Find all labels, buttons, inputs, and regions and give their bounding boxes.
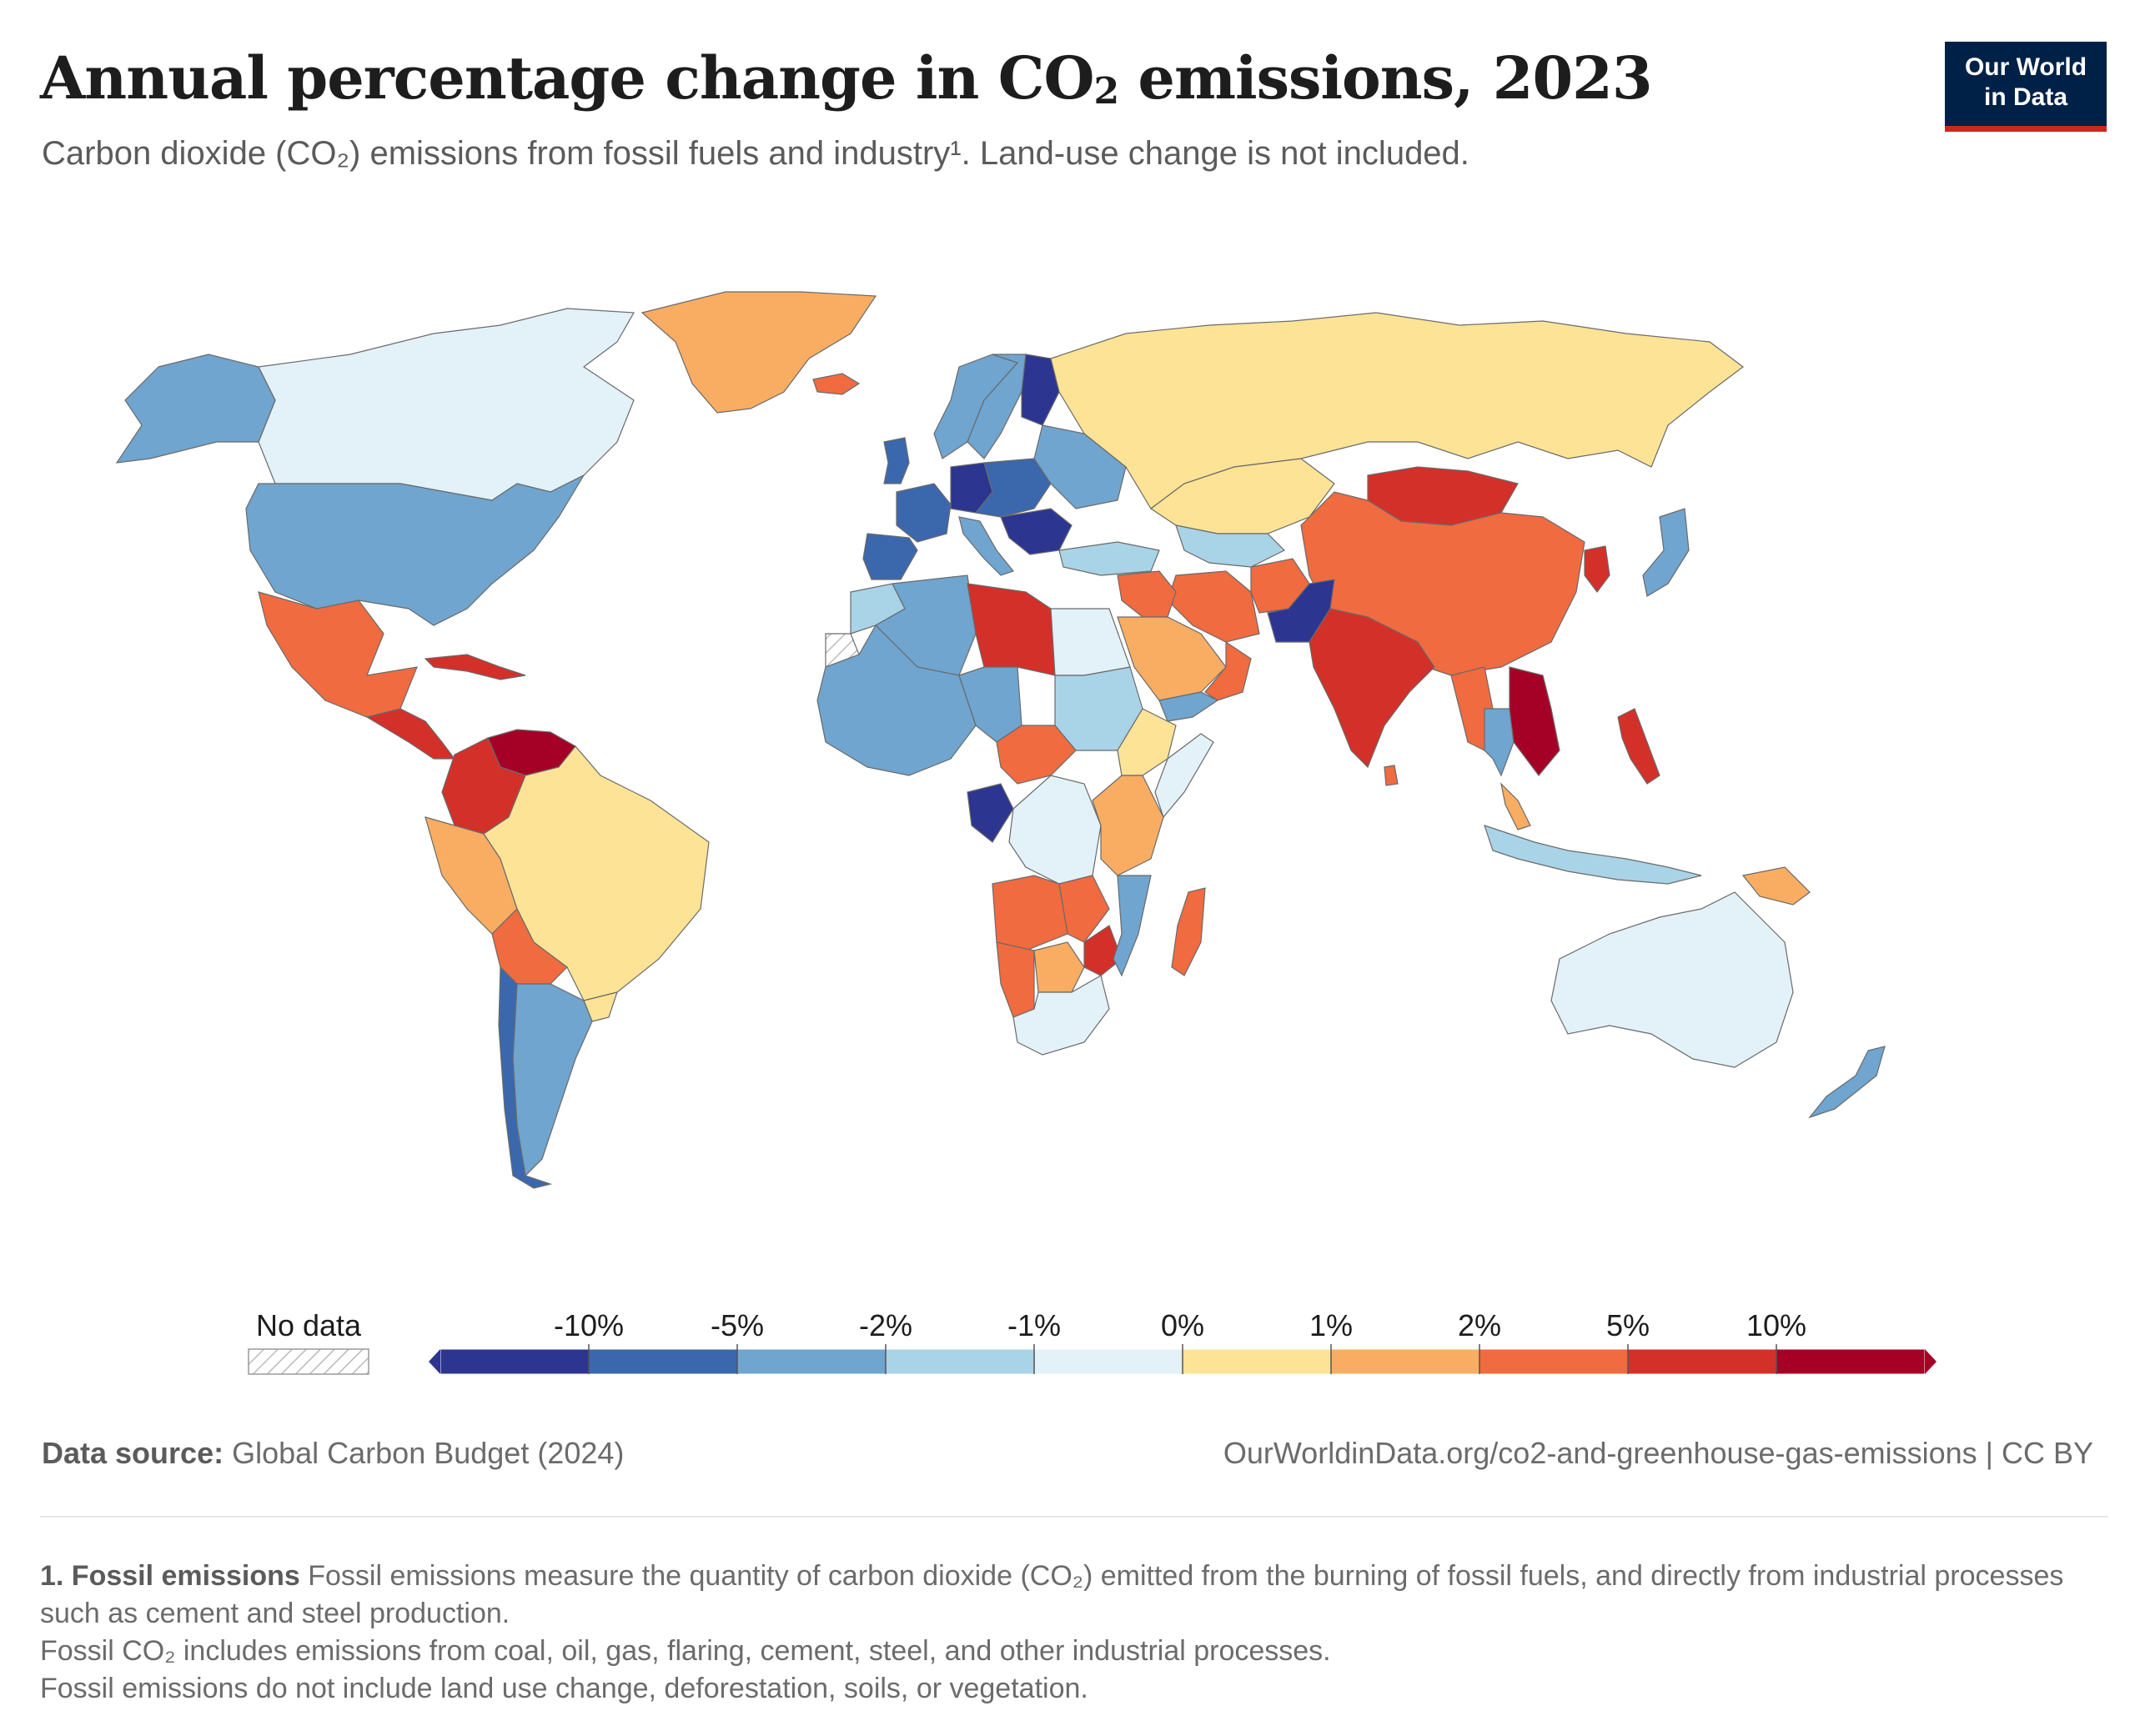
legend-tick-label: -1% (1007, 1308, 1061, 1342)
region-iceland[interactable] (812, 373, 861, 395)
region-turkey[interactable] (1058, 541, 1160, 576)
region-japan[interactable] (1642, 508, 1690, 597)
source-url[interactable]: OurWorldinData.org/co2-and-greenhouse-ga… (1223, 1436, 2093, 1470)
region-yemen[interactable] (1158, 691, 1219, 722)
region-sri-lanka[interactable] (1384, 765, 1399, 786)
legend-bin[interactable] (588, 1348, 738, 1375)
legend-arrow-left (429, 1349, 440, 1374)
region-angola[interactable] (992, 875, 1068, 951)
legend-bin[interactable] (1182, 1348, 1332, 1375)
legend-bin[interactable] (885, 1348, 1035, 1375)
region-indonesia[interactable] (1484, 825, 1702, 885)
region-car-cameroon[interactable] (996, 725, 1077, 785)
region-central-america[interactable] (365, 708, 456, 760)
title-end: emissions, 2023 (1118, 43, 1652, 113)
map-svg (115, 291, 1886, 1189)
region-saudi-arabia[interactable] (1117, 616, 1227, 701)
region-congo[interactable] (967, 783, 1014, 843)
region-iberia[interactable] (862, 533, 918, 580)
region-vietnam[interactable] (1509, 666, 1560, 776)
region-italy[interactable] (958, 516, 1015, 576)
region-mexico[interactable] (258, 591, 418, 718)
world-map (0, 275, 2135, 1209)
source-text: Data source: Global Carbon Budget (2024) (42, 1436, 624, 1470)
region-malaysia[interactable] (1500, 782, 1531, 830)
logo-line-2: in Data (1983, 83, 2068, 111)
source-label: Data source: (42, 1436, 224, 1470)
region-mozambique[interactable] (1113, 875, 1152, 977)
footnote-line-3: Fossil emissions do not include land use… (40, 1673, 1088, 1704)
legend-tick-label: 0% (1161, 1308, 1204, 1342)
legend-tick-label: 1% (1309, 1308, 1353, 1342)
region-namibia[interactable] (996, 941, 1035, 1018)
footnote-1: 1. Fossil emissions Fossil emissions mea… (40, 1558, 2075, 1633)
region-zambia[interactable] (1058, 875, 1110, 943)
region-philippines[interactable] (1617, 708, 1660, 785)
legend-bin[interactable] (736, 1348, 887, 1375)
chart-subtitle: Carbon dioxide (CO₂) emissions from foss… (42, 135, 1469, 172)
legend-no-data-swatch[interactable] (248, 1348, 369, 1375)
footnotes: 1. Fossil emissions Fossil emissions mea… (40, 1558, 2075, 1708)
region-new-zealand[interactable] (1808, 1046, 1886, 1119)
footer-divider (40, 1516, 2108, 1518)
region-papua[interactable] (1741, 866, 1811, 906)
region-balkans[interactable] (1000, 508, 1073, 555)
region-france[interactable] (896, 483, 952, 543)
region-botswana[interactable] (1033, 941, 1085, 993)
region-tanzania-kenya[interactable] (1092, 775, 1164, 876)
legend-tick-label: 2% (1458, 1308, 1501, 1342)
legend-bin[interactable] (1330, 1348, 1480, 1375)
region-usa[interactable] (245, 474, 585, 626)
source-value: Global Carbon Budget (2024) (224, 1436, 625, 1470)
legend-svg: No data -10% -5% -2% -1% 0% 1% 2% 5% 10% (248, 1308, 1937, 1375)
footnote-text: Fossil emissions measure the quantity of… (40, 1560, 2064, 1629)
region-chile[interactable] (498, 966, 553, 1189)
region-australia[interactable] (1550, 891, 1794, 1068)
title-subscript: 2 (1093, 70, 1119, 113)
region-zimbabwe[interactable] (1083, 925, 1123, 976)
region-pakistan[interactable] (1267, 579, 1335, 643)
legend-bin[interactable] (1627, 1348, 1777, 1375)
region-caribbean[interactable] (424, 654, 526, 680)
owid-logo[interactable]: Our World in Data (1945, 42, 2107, 132)
legend-tick-label: -5% (711, 1308, 764, 1342)
region-canada[interactable] (258, 308, 635, 501)
title-main: Annual percentage change in CO (40, 43, 1094, 113)
region-south-africa[interactable] (1012, 975, 1110, 1056)
legend-tick-label: -2% (859, 1308, 912, 1342)
legend-tick-label: 10% (1746, 1308, 1806, 1342)
legend-tick-label: -10% (554, 1308, 624, 1342)
source-row: Data source: Global Carbon Budget (2024)… (42, 1436, 2093, 1471)
legend-bin[interactable] (440, 1348, 590, 1375)
logo-line-1: Our World (1964, 53, 2087, 81)
region-west-africa[interactable] (816, 625, 977, 776)
region-thailand[interactable] (1484, 708, 1515, 777)
region-central-asia[interactable] (1175, 524, 1286, 568)
region-madagascar[interactable] (1171, 887, 1206, 976)
region-argentina[interactable] (512, 983, 593, 1177)
legend-bin[interactable] (1479, 1348, 1629, 1375)
footnote-line-2: Fossil CO₂ includes emissions from coal,… (40, 1635, 1331, 1667)
region-alaska[interactable] (115, 354, 276, 464)
region-uk[interactable] (883, 437, 910, 484)
region-greenland[interactable] (640, 291, 877, 414)
region-drc[interactable] (1008, 775, 1102, 885)
region-korea[interactable] (1584, 545, 1610, 593)
region-iraq-syria[interactable] (1117, 570, 1177, 618)
region-somalia[interactable] (1154, 733, 1214, 819)
chart-title: Annual percentage change in CO2 emission… (40, 43, 1653, 113)
legend-arrow-right (1925, 1349, 1937, 1374)
region-india[interactable] (1309, 608, 1435, 769)
legend-tick-label: 5% (1606, 1308, 1650, 1342)
map-legend: No data -10% -5% -2% -1% 0% 1% 2% 5% 10% (0, 1301, 2135, 1401)
region-libya[interactable] (967, 583, 1056, 676)
footnote-title: 1. Fossil emissions (40, 1560, 300, 1592)
legend-bin[interactable] (1776, 1348, 1926, 1375)
legend-bin[interactable] (1033, 1348, 1183, 1375)
legend-no-data-label: No data (256, 1308, 362, 1342)
